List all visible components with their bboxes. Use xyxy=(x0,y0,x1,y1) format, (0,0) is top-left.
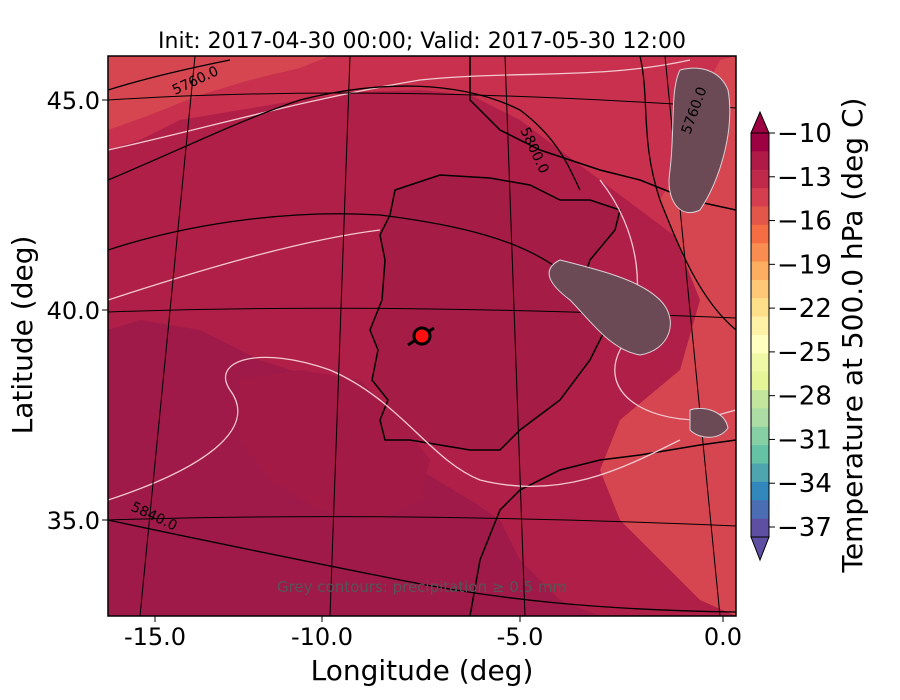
y-tick-label: 35.0 xyxy=(47,507,100,535)
graticule-line xyxy=(108,92,736,109)
temperature-contour xyxy=(108,229,381,301)
colorbar-band xyxy=(751,316,769,336)
y-axis: 45.0 40.0 35.0 Latitude (deg) xyxy=(6,87,108,535)
precipitation-area xyxy=(668,67,731,213)
colorbar-band xyxy=(751,353,769,373)
colorbar-band xyxy=(751,463,769,483)
colorbar-band xyxy=(751,408,769,428)
colorbar-band xyxy=(751,445,769,465)
temperature-contour xyxy=(108,356,681,501)
colorbar-band xyxy=(751,261,769,281)
height-contour xyxy=(639,56,736,331)
colorbar-tick-label: −13 xyxy=(777,163,832,193)
location-marker xyxy=(412,326,432,346)
colorbar-bottom-arrow xyxy=(750,536,770,562)
graticule-line xyxy=(329,56,351,616)
temperature-field-center xyxy=(240,370,430,520)
colorbar-band xyxy=(751,224,769,244)
colorbar-band xyxy=(751,169,769,189)
map-frame xyxy=(107,55,737,617)
colorbar-band xyxy=(751,206,769,226)
colorbar-tick-label: −22 xyxy=(777,294,832,324)
colorbar-band xyxy=(751,518,769,538)
colorbar-ticks: −10 −13 −16 −19 −22 −25 −28 −31 −34 −37 xyxy=(769,119,832,543)
colorbar-label: Temperature at 500.0 hPa (deg C) xyxy=(836,98,869,574)
colorbar-frame xyxy=(750,132,770,538)
colorbar-band xyxy=(751,133,769,152)
africa-coastline xyxy=(469,439,736,616)
height-contour xyxy=(108,59,231,91)
graticule-line xyxy=(504,56,526,616)
y-tick-label: 45.0 xyxy=(47,87,100,115)
precipitation-note: Grey contours: precipitation ≥ 0.5 mm xyxy=(277,578,567,596)
colorbar-band xyxy=(751,390,769,409)
map-title: Init: 2017-04-30 00:00; Valid: 2017-05-3… xyxy=(158,29,686,54)
x-tick-label: 0.0 xyxy=(704,623,742,651)
x-axis: -15.0 -10.0 -5.0 0.0 Longitude (deg) xyxy=(124,616,742,687)
colorbar-band xyxy=(751,481,769,501)
colorbar-tick-label: −25 xyxy=(777,338,832,368)
x-tick-label: -10.0 xyxy=(291,623,353,651)
y-axis-label: Latitude (deg) xyxy=(6,236,39,435)
colorbar-tick-label: −10 xyxy=(777,119,832,149)
graticule-line xyxy=(139,56,196,616)
colorbar-bands xyxy=(751,133,769,538)
colorbar-band xyxy=(751,243,769,263)
x-axis-label: Longitude (deg) xyxy=(311,654,534,687)
colorbar-tick-label: −16 xyxy=(777,207,832,237)
colorbar-band xyxy=(751,151,769,171)
height-contour xyxy=(108,519,736,613)
map-area: 5760.0 5800.0 5760.0 5840.0 Grey contour… xyxy=(108,56,736,616)
colorbar-tick-label: −19 xyxy=(777,250,832,280)
graticule-line xyxy=(108,516,736,527)
colorbar-tick-label: −28 xyxy=(777,382,832,412)
height-contour xyxy=(108,85,581,191)
x-tick-label: -15.0 xyxy=(124,623,186,651)
temperature-field-north xyxy=(108,56,736,250)
precipitation-area xyxy=(689,407,729,438)
colorbar-band xyxy=(751,298,769,318)
colorbar-tick-label: −34 xyxy=(777,469,832,499)
colorbar: −10 −13 −16 −19 −22 −25 −28 −31 −34 −37 Temperatu… xyxy=(750,98,869,574)
iberia-coastline xyxy=(369,174,621,451)
temperature-contour xyxy=(108,59,691,151)
colorbar-tick-label: −37 xyxy=(777,513,832,543)
precipitation-area xyxy=(548,259,671,356)
temperature-contour xyxy=(599,179,736,421)
colorbar-top-arrow xyxy=(750,110,770,134)
colorbar-band xyxy=(751,426,769,446)
colorbar-band xyxy=(751,371,769,391)
colorbar-band xyxy=(751,500,769,520)
y-tick-label: 40.0 xyxy=(47,297,100,325)
colorbar-band xyxy=(751,188,769,207)
x-tick-label: -5.0 xyxy=(497,623,544,651)
colorbar-band xyxy=(751,279,769,299)
colorbar-tick-label: −31 xyxy=(777,425,832,455)
colorbar-band xyxy=(751,335,769,354)
